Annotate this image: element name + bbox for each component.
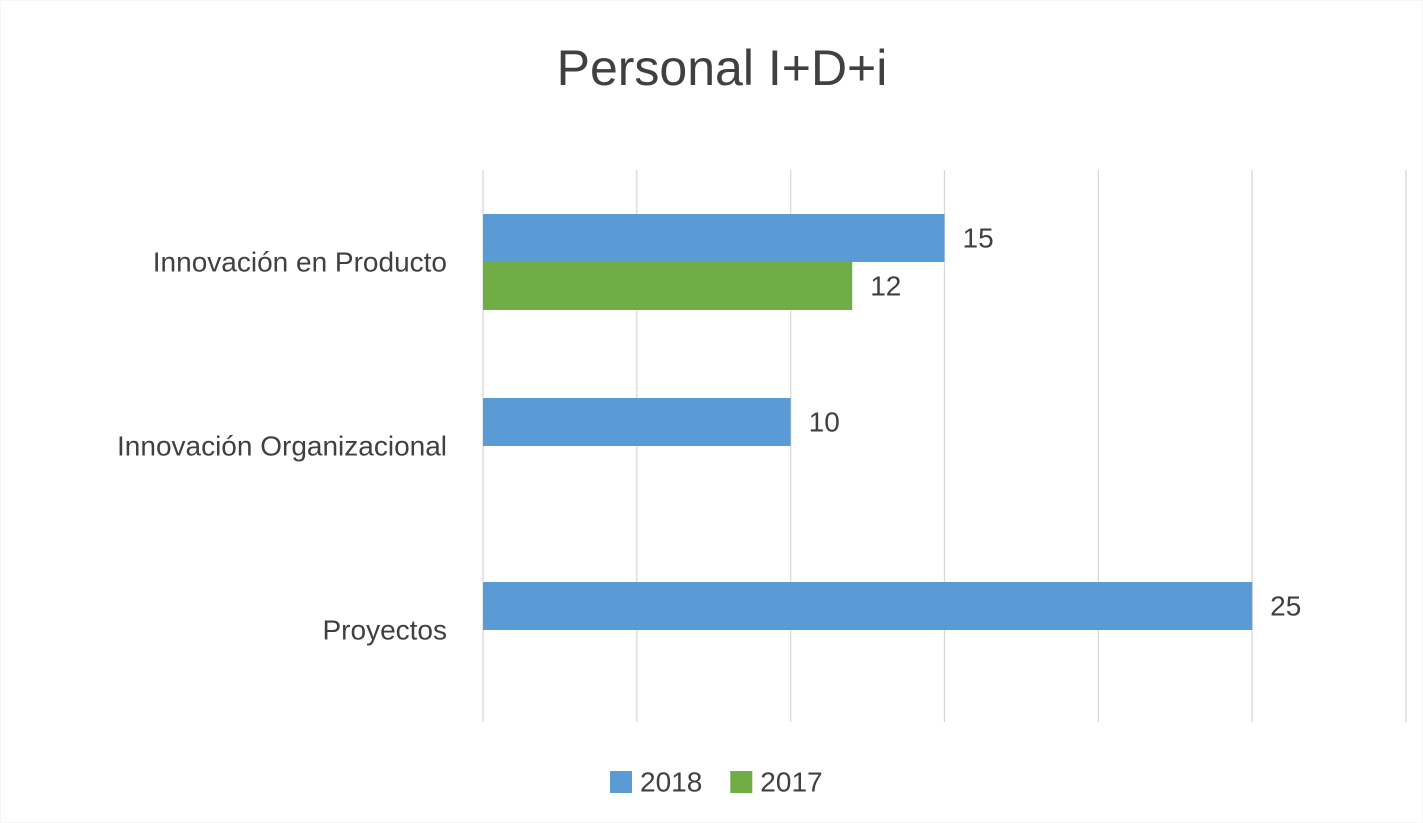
legend-label: 2018 — [640, 766, 702, 797]
data-label: 12 — [870, 270, 901, 301]
bar — [483, 398, 791, 446]
legend-label: 2017 — [760, 766, 822, 797]
y-tick-label: Innovación Organizacional — [117, 430, 447, 461]
data-label: 15 — [963, 222, 994, 253]
bar — [483, 582, 1253, 630]
bar — [483, 262, 853, 310]
bar — [483, 214, 945, 262]
legend-swatch — [730, 771, 753, 793]
legend-swatch — [610, 771, 632, 793]
data-label: 25 — [1270, 590, 1301, 621]
y-tick-label: Proyectos — [323, 614, 448, 645]
chart-title: Personal I+D+i — [557, 40, 888, 96]
data-label: 10 — [809, 406, 840, 437]
y-tick-label: Innovación en Producto — [153, 246, 447, 277]
